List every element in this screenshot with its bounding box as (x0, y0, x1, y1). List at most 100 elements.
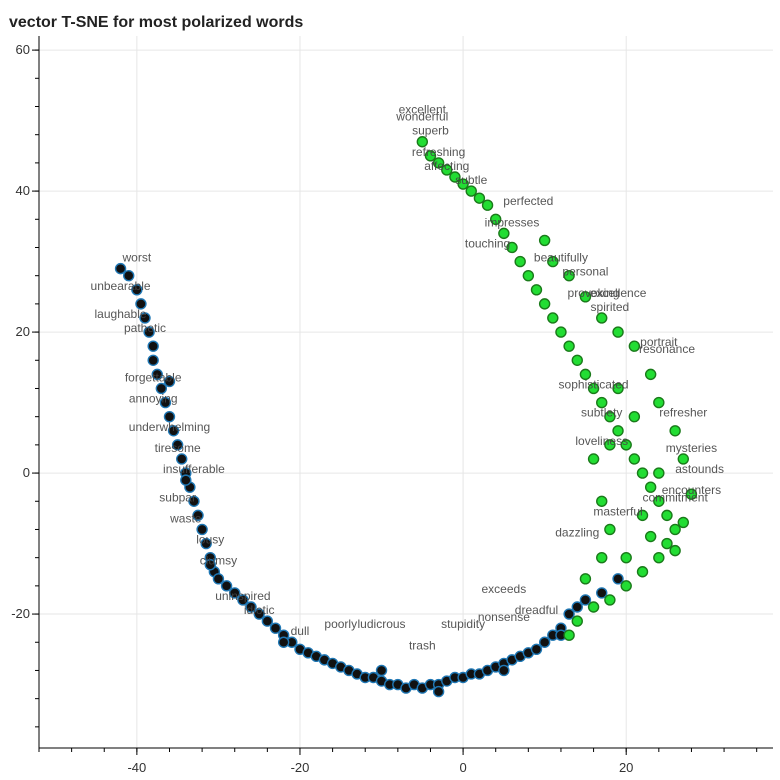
positive-word-point (612, 326, 624, 338)
positive-word-point (579, 291, 592, 303)
negative-word-point (571, 601, 583, 613)
word-label: sophisticated (559, 377, 629, 391)
negative-word-point (123, 269, 135, 282)
negative-word-point (538, 636, 551, 648)
positive-word-point (579, 573, 592, 585)
positive-word-point (644, 481, 657, 493)
negative-word-point (237, 594, 249, 606)
positive-word-point (596, 312, 608, 324)
negative-word-point (269, 622, 282, 634)
word-label: loveliness (575, 434, 628, 448)
word-label: personal (562, 265, 608, 279)
positive-word-point (636, 566, 649, 578)
positive-word-point (677, 453, 689, 465)
negative-word-point (167, 425, 180, 437)
negative-word-point (432, 685, 445, 698)
positive-word-point (677, 516, 689, 529)
negative-word-point (155, 382, 168, 395)
x-tick-label: 20 (619, 760, 633, 775)
negative-word-point (139, 312, 151, 324)
positive-word-point (653, 396, 665, 409)
positive-word-point (596, 495, 608, 507)
word-label: superb (412, 124, 449, 138)
negative-word-point (143, 326, 155, 338)
positive-word-point (514, 255, 526, 268)
word-label: unbearable (91, 279, 151, 293)
word-label: mysteries (666, 441, 717, 455)
positive-word-point (424, 150, 437, 162)
negative-word-point (176, 453, 188, 465)
data-points (114, 136, 698, 698)
positive-word-point (432, 157, 445, 169)
word-label: commitment (642, 490, 708, 504)
positive-word-point (669, 544, 681, 557)
x-tick-label: -20 (291, 760, 310, 775)
positive-word-point (587, 453, 600, 465)
positive-word-point (620, 439, 632, 451)
word-label: nonsense (478, 610, 530, 624)
y-tick-label: -20 (11, 606, 30, 621)
word-label: excellent (399, 103, 447, 117)
positive-word-point (587, 601, 600, 613)
positive-word-point (653, 495, 665, 507)
negative-word-point (147, 340, 159, 352)
word-label: encounters (662, 483, 721, 497)
word-label: perfected (503, 194, 553, 208)
positive-word-point (555, 326, 567, 338)
positive-word-point (604, 439, 616, 451)
word-label: trash (409, 638, 436, 652)
positive-word-point (669, 523, 681, 536)
positive-word-point (636, 467, 649, 479)
positive-word-point (587, 382, 600, 395)
positive-word-point (596, 396, 608, 409)
negative-word-point (114, 262, 127, 275)
word-label: provoking (568, 286, 620, 300)
negative-word-point (200, 537, 212, 550)
x-tick-label: -40 (127, 760, 146, 775)
positive-word-point (563, 629, 575, 641)
positive-word-point (441, 164, 453, 176)
positive-word-point (604, 410, 616, 423)
positive-word-point (636, 509, 649, 522)
positive-word-point (653, 467, 665, 479)
negative-word-point (596, 587, 608, 599)
positive-word-point (579, 368, 592, 381)
word-label: pathetic (124, 321, 166, 335)
word-label: laughable (95, 307, 147, 321)
positive-word-point (620, 551, 632, 564)
word-label: ludicrous (358, 617, 406, 631)
word-label: insufferable (163, 462, 225, 476)
word-label: touching (465, 236, 510, 250)
positive-word-point (538, 234, 551, 247)
negative-word-point (135, 298, 147, 310)
positive-word-point (571, 615, 583, 627)
negative-word-point (277, 636, 290, 648)
negative-word-point (530, 643, 543, 656)
y-tick-label: 0 (23, 465, 30, 480)
positive-word-point (522, 269, 535, 282)
positive-word-point (604, 523, 616, 536)
negative-word-point (196, 523, 208, 536)
negative-word-point (188, 495, 200, 507)
positive-word-point (506, 241, 518, 254)
positive-word-point (498, 227, 510, 240)
negative-word-point (612, 573, 624, 585)
word-label: worst (122, 251, 152, 265)
negative-word-point (147, 354, 159, 366)
negative-word-point (261, 615, 274, 627)
positive-word-point (669, 425, 681, 437)
positive-word-point (628, 410, 641, 423)
positive-word-point (612, 382, 624, 395)
word-label: uninspired (215, 589, 270, 603)
negative-word-point (212, 573, 225, 585)
axes: -40 -20 0 20 -20 0 20 40 60 (11, 36, 773, 775)
positive-word-point (620, 580, 632, 592)
chart-title: vector T-SNE for most polarized words (9, 14, 303, 31)
negative-word-point (220, 580, 233, 592)
word-label: affecting (424, 159, 469, 173)
positive-word-point (685, 488, 698, 500)
negative-word-point (245, 601, 257, 613)
y-tick-label: 20 (16, 324, 30, 339)
